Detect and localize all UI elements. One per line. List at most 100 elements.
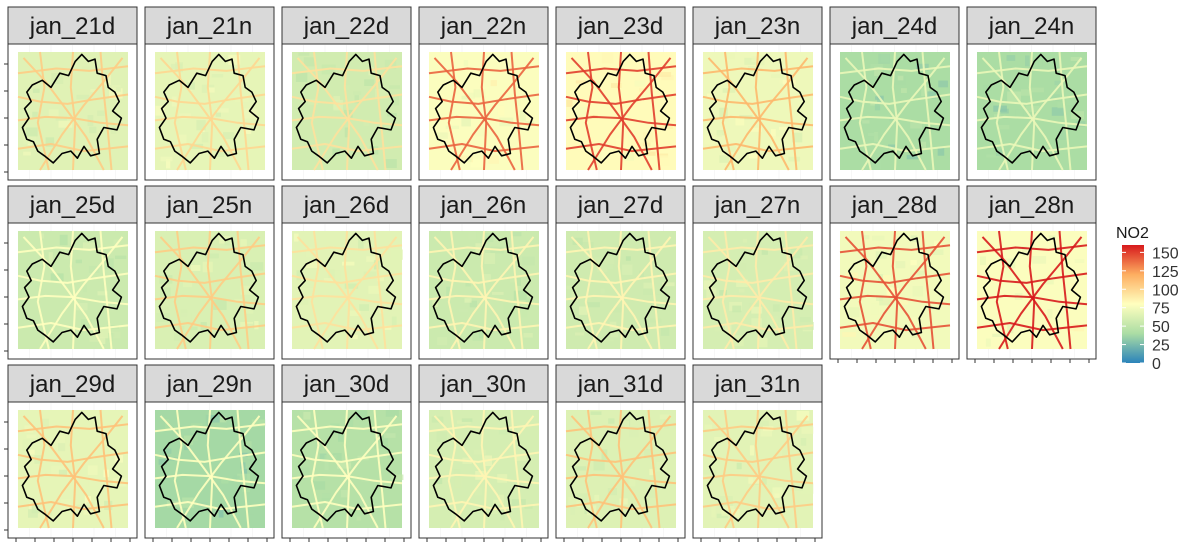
- raster-cell: [244, 441, 252, 449]
- road-line: [22, 236, 105, 350]
- raster-cell: [177, 134, 187, 144]
- raster-cell: [519, 110, 526, 122]
- road-line: [22, 415, 105, 529]
- raster-cell: [888, 144, 897, 149]
- raster-cell: [240, 285, 253, 295]
- raster-cell: [368, 285, 380, 294]
- raster-cell: [579, 242, 594, 251]
- road-line: [373, 230, 387, 350]
- raster-cell: [363, 271, 377, 278]
- panel-jan_26n: jan_26n: [418, 185, 549, 360]
- raster-cell: [749, 445, 755, 456]
- road-line: [291, 322, 403, 332]
- raster-cell: [1057, 101, 1065, 109]
- panel-jan_26d: jan_26d: [281, 185, 412, 360]
- raster-cell: [465, 281, 471, 287]
- raster-cell: [801, 426, 814, 434]
- road-line: [839, 143, 951, 153]
- raster-cell: [328, 269, 335, 280]
- raster-cell: [704, 135, 716, 145]
- raster-cell: [732, 305, 742, 313]
- raster-cell: [205, 414, 210, 425]
- raster-cell: [586, 505, 597, 516]
- facet-strip: [829, 185, 960, 224]
- raster-cell: [323, 277, 334, 282]
- road-line: [291, 423, 403, 433]
- road-line: [702, 501, 814, 511]
- raster-cell: [242, 121, 252, 130]
- legend-tick-label: 50: [1152, 319, 1170, 336]
- raster-cell: [503, 303, 514, 315]
- raster-cell: [878, 53, 890, 64]
- facet-label: jan_30n: [440, 371, 526, 398]
- raster-cell: [624, 152, 634, 161]
- raster-cell: [338, 431, 344, 442]
- raster-cell: [910, 260, 917, 266]
- raster-cell: [568, 496, 583, 506]
- raster-cell: [75, 303, 88, 311]
- raster-cell: [628, 477, 636, 487]
- raster-cell: [1074, 259, 1085, 263]
- raster-cell: [1054, 266, 1062, 276]
- raster-cell: [1036, 276, 1048, 288]
- facet-label: jan_26d: [303, 192, 389, 219]
- raster-cell: [650, 489, 657, 498]
- raster-cell: [491, 291, 504, 295]
- city-boundary: [21, 411, 123, 522]
- raster-cell: [332, 453, 342, 463]
- raster-cell: [115, 255, 127, 259]
- raster-cell: [26, 434, 37, 439]
- raster-cell: [48, 109, 59, 117]
- road-line: [159, 57, 242, 171]
- raster-cell: [706, 93, 715, 98]
- raster-cell: [645, 90, 654, 99]
- road-line: [296, 415, 379, 529]
- raster-cell: [32, 111, 38, 119]
- raster-cell: [573, 466, 587, 471]
- road-line: [428, 65, 540, 75]
- panel-jan_31d: jan_31d: [555, 364, 686, 542]
- raster-cell: [298, 52, 310, 56]
- raster-cell: [41, 418, 49, 427]
- road-line: [296, 236, 379, 350]
- raster-cell: [500, 511, 505, 521]
- raster-cell: [45, 137, 55, 147]
- raster-cell: [879, 297, 892, 306]
- raster-cell: [906, 154, 919, 160]
- road-line: [707, 415, 790, 529]
- road-line: [373, 51, 387, 171]
- raster-cell: [610, 332, 619, 338]
- raster-cell: [247, 453, 260, 459]
- road-line: [647, 51, 661, 171]
- city-boundary: [295, 411, 397, 522]
- road-line: [921, 230, 935, 350]
- raster-cell: [720, 496, 733, 506]
- legend-tick-label: 125: [1152, 264, 1179, 281]
- legend-title: NO2: [1116, 225, 1149, 242]
- raster-cell: [772, 304, 780, 312]
- raster-cell: [608, 418, 615, 424]
- raster-cell: [938, 80, 948, 88]
- road-line: [844, 236, 927, 350]
- raster-cell: [187, 82, 195, 90]
- road-line: [587, 57, 672, 171]
- raster-cell: [490, 80, 497, 87]
- raster-cell: [875, 159, 882, 170]
- raster-cell: [218, 509, 224, 518]
- raster-cell: [319, 453, 327, 462]
- raster-cell: [58, 120, 73, 128]
- road-line: [976, 322, 1088, 332]
- raster-cell: [711, 506, 716, 518]
- raster-cell: [659, 155, 670, 166]
- road-line: [176, 415, 261, 529]
- raster-cell: [594, 257, 608, 266]
- facet-label: jan_23d: [577, 13, 663, 40]
- raster-cell: [343, 85, 350, 91]
- road-line: [976, 143, 1088, 153]
- raster-cell: [76, 504, 84, 509]
- raster-cell: [337, 462, 352, 469]
- facet-label: jan_31d: [577, 371, 663, 398]
- road-line: [154, 322, 266, 332]
- raster-cell: [213, 299, 227, 310]
